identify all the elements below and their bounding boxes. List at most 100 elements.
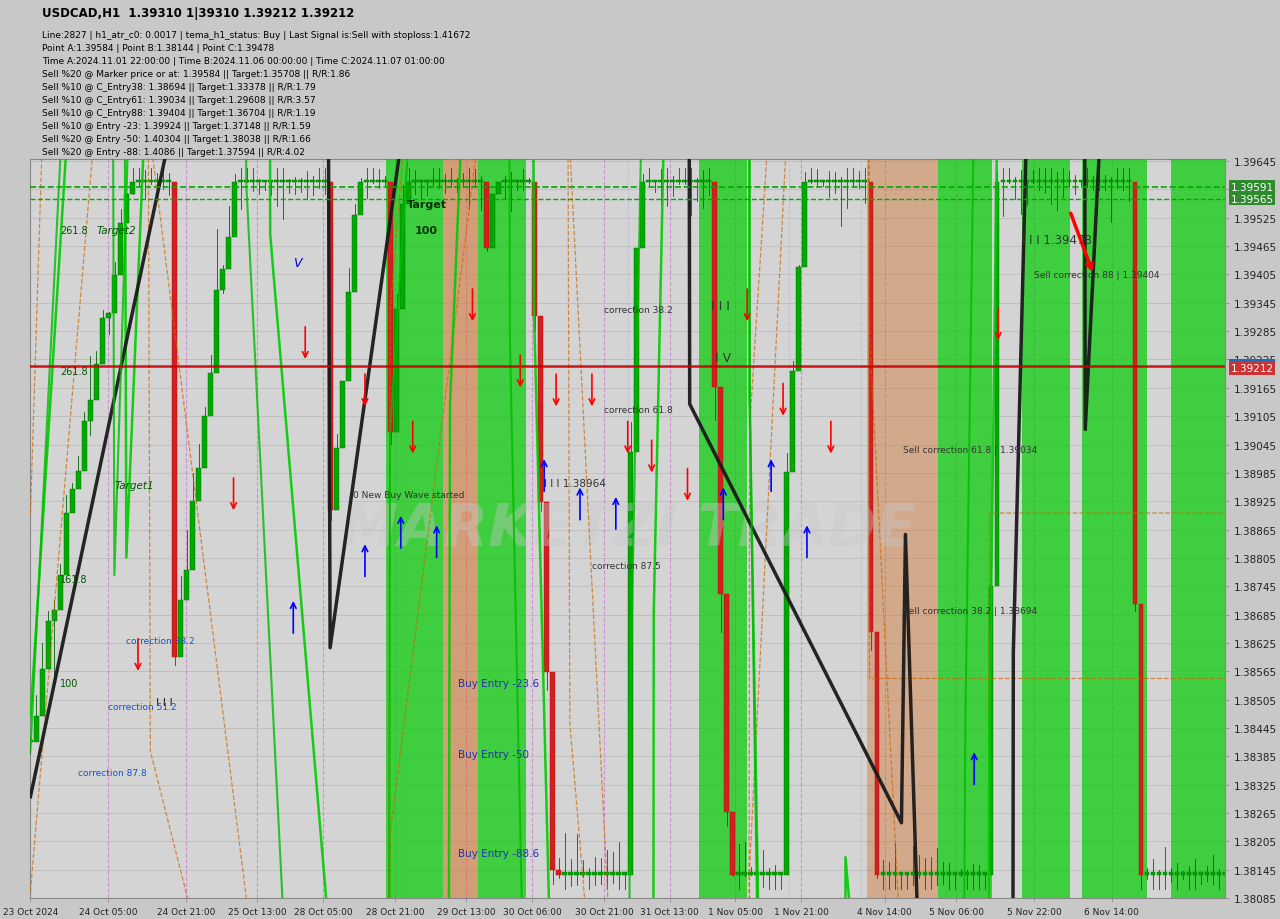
Bar bbox=[40, 669, 45, 716]
Bar bbox=[436, 181, 442, 183]
Bar bbox=[1061, 181, 1065, 183]
Text: 1.39565: 1.39565 bbox=[1230, 195, 1274, 205]
Bar bbox=[142, 181, 147, 183]
Bar bbox=[466, 181, 471, 183]
Bar bbox=[52, 610, 56, 621]
Bar bbox=[1217, 872, 1221, 875]
Bar bbox=[1091, 181, 1096, 183]
Bar bbox=[916, 872, 922, 875]
Text: Sell %10 @ Entry -23: 1.39924 || Target:1.37148 || R/R:1.59: Sell %10 @ Entry -23: 1.39924 || Target:… bbox=[42, 122, 311, 131]
Bar bbox=[131, 183, 134, 195]
Text: 0 New Buy Wave started: 0 New Buy Wave started bbox=[353, 490, 465, 499]
Bar bbox=[941, 872, 946, 875]
Bar bbox=[154, 181, 159, 183]
Text: Target2: Target2 bbox=[96, 225, 136, 235]
Bar bbox=[887, 872, 891, 875]
Bar bbox=[905, 872, 909, 875]
Bar bbox=[532, 183, 538, 317]
Bar bbox=[965, 872, 969, 875]
Bar bbox=[136, 181, 141, 183]
Text: 100: 100 bbox=[60, 678, 78, 688]
Text: correction 87.8: correction 87.8 bbox=[78, 768, 147, 777]
Bar bbox=[970, 872, 975, 875]
Bar bbox=[472, 181, 477, 183]
Bar bbox=[983, 872, 987, 875]
Bar bbox=[328, 183, 333, 510]
Bar bbox=[1139, 605, 1143, 875]
Bar bbox=[118, 223, 123, 276]
Bar bbox=[1037, 181, 1042, 183]
Text: Target1: Target1 bbox=[114, 481, 154, 490]
Bar bbox=[274, 181, 279, 183]
Bar bbox=[736, 872, 741, 875]
Bar bbox=[484, 183, 489, 249]
Bar bbox=[995, 183, 1000, 586]
Bar bbox=[358, 183, 364, 215]
Bar bbox=[160, 181, 165, 183]
Bar bbox=[1211, 872, 1216, 875]
Bar bbox=[106, 314, 111, 319]
Bar bbox=[1102, 181, 1107, 183]
Bar bbox=[946, 872, 951, 875]
Bar bbox=[1021, 160, 1070, 898]
Bar bbox=[952, 872, 957, 875]
Bar bbox=[76, 471, 81, 490]
Bar bbox=[695, 181, 699, 183]
Bar bbox=[760, 872, 765, 875]
Text: Time A:2024.11.01 22:00:00 | Time B:2024.11.06 00:00:00 | Time C:2024.11.07 01:0: Time A:2024.11.01 22:00:00 | Time B:2024… bbox=[42, 57, 445, 66]
Text: MARKETZI TRADE: MARKETZI TRADE bbox=[339, 500, 915, 557]
Bar bbox=[70, 490, 74, 514]
Bar bbox=[791, 371, 795, 472]
Bar bbox=[892, 872, 897, 875]
Bar bbox=[731, 812, 735, 875]
Bar bbox=[316, 181, 321, 183]
Text: Sell correction 61.8 | 1.39034: Sell correction 61.8 | 1.39034 bbox=[902, 446, 1037, 455]
Text: I I I 1.39478: I I I 1.39478 bbox=[1021, 234, 1092, 247]
Bar bbox=[1169, 872, 1174, 875]
Bar bbox=[682, 181, 687, 183]
Text: Buy Entry -50: Buy Entry -50 bbox=[458, 749, 529, 759]
Text: I I I: I I I bbox=[156, 698, 173, 708]
Bar bbox=[124, 195, 129, 223]
Bar bbox=[521, 181, 525, 183]
Text: Sell %10 @ C_Entry38: 1.38694 || Target:1.33378 || R/R:1.79: Sell %10 @ C_Entry38: 1.38694 || Target:… bbox=[42, 83, 316, 92]
Bar bbox=[406, 183, 411, 204]
Bar bbox=[58, 575, 63, 610]
Bar bbox=[323, 181, 326, 183]
Bar bbox=[419, 181, 424, 183]
Text: Target100: 1.38038 || Target 161: 1.37148 || Target 261: 1.35708 || Target 423: : Target100: 1.38038 || Target 161: 1.3714… bbox=[42, 161, 543, 170]
Bar bbox=[401, 204, 404, 310]
Bar bbox=[1055, 181, 1060, 183]
Bar bbox=[598, 872, 603, 875]
Bar bbox=[292, 181, 297, 183]
Text: V: V bbox=[293, 256, 302, 270]
Bar bbox=[220, 270, 225, 291]
Bar bbox=[298, 181, 303, 183]
Bar bbox=[628, 453, 634, 875]
Text: Point A:1.39584 | Point B:1.38144 | Point C:1.39478: Point A:1.39584 | Point B:1.38144 | Poin… bbox=[42, 44, 275, 53]
Bar bbox=[713, 183, 717, 388]
Bar bbox=[820, 181, 826, 183]
Bar bbox=[196, 468, 201, 502]
Bar bbox=[244, 181, 250, 183]
Bar bbox=[502, 181, 507, 183]
Bar bbox=[1066, 181, 1071, 183]
Bar bbox=[863, 181, 868, 183]
Bar bbox=[515, 181, 520, 183]
Bar bbox=[856, 181, 861, 183]
Text: Sell %10 @ C_Entry61: 1.39034 || Target:1.29608 || R/R:3.57: Sell %10 @ C_Entry61: 1.39034 || Target:… bbox=[42, 96, 316, 105]
Text: 161.8: 161.8 bbox=[60, 574, 88, 584]
Text: USDCAD,H1  1.39310 1|39310 1.39212 1.39212: USDCAD,H1 1.39310 1|39310 1.39212 1.3921… bbox=[42, 7, 355, 20]
Text: 1.39591: 1.39591 bbox=[1230, 182, 1274, 192]
Text: Sell correction 38.2 | 1.38694: Sell correction 38.2 | 1.38694 bbox=[902, 607, 1037, 615]
Bar bbox=[376, 181, 381, 183]
Bar bbox=[1082, 160, 1147, 898]
Bar bbox=[388, 183, 393, 433]
Text: correction 51.2: correction 51.2 bbox=[108, 702, 177, 711]
Bar bbox=[809, 181, 813, 183]
Bar bbox=[148, 181, 152, 183]
Bar bbox=[454, 181, 460, 183]
Bar bbox=[82, 422, 87, 471]
Text: Target: Target bbox=[407, 199, 447, 210]
Bar bbox=[604, 872, 609, 875]
